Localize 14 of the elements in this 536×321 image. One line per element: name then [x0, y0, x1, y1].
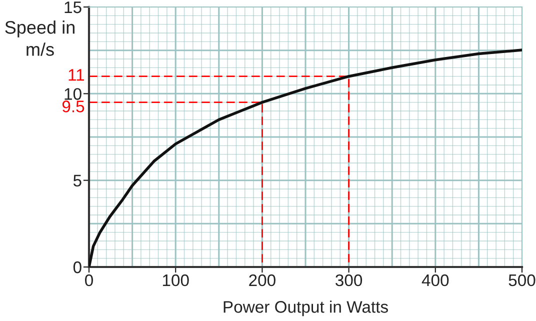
x-tick-label: 100: [162, 274, 189, 286]
y-tick-label: 5: [73, 174, 82, 187]
x-tick-label: 300: [336, 274, 362, 286]
y-tick-label: 10: [64, 88, 82, 100]
y-tick-label: 15: [64, 2, 82, 14]
text: 11: [68, 69, 84, 81]
x-axis-title: Power Output in Watts: [224, 300, 388, 316]
x-tick-label: 0: [85, 274, 93, 286]
x-tick-label: 500: [508, 274, 536, 286]
y-axis-title: Speed in m/s: [5, 20, 74, 56]
text: 9.5: [62, 100, 84, 112]
x-tick-label: 200: [249, 274, 276, 286]
y-tick-label: 0: [73, 261, 82, 274]
x-tick-label: 400: [422, 274, 449, 286]
